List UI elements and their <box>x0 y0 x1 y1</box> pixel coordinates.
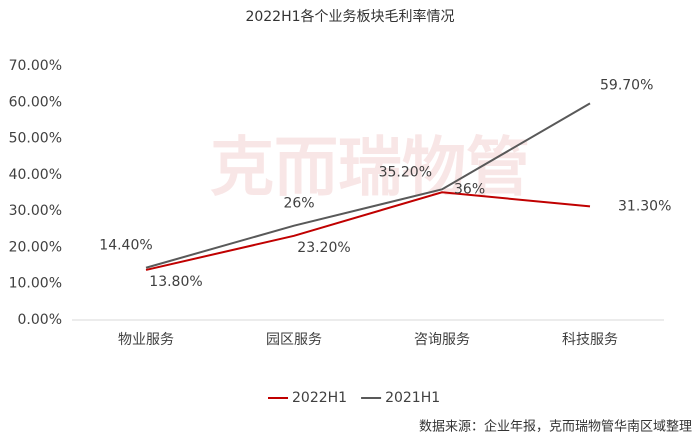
y-tick-label: 40.00% <box>9 167 62 183</box>
x-tick-label: 咨询服务 <box>414 332 470 348</box>
series-line <box>145 191 591 271</box>
x-tick-label: 园区服务 <box>266 332 322 348</box>
y-tick-label: 30.00% <box>9 203 62 219</box>
y-tick-label: 0.00% <box>18 312 62 328</box>
data-label: 23.20% <box>297 240 350 256</box>
y-tick-label: 10.00% <box>9 276 62 292</box>
chart-title: 2022H1各个业务板块毛利率情况 <box>245 8 454 25</box>
x-tick-label: 物业服务 <box>118 332 174 348</box>
data-label: 36% <box>454 181 485 197</box>
y-tick-label: 50.00% <box>9 131 62 147</box>
data-label: 14.40% <box>99 238 152 254</box>
data-label: 59.70% <box>600 77 653 93</box>
x-tick-label: 科技服务 <box>562 332 618 348</box>
legend-label: 2021H1 <box>385 390 440 406</box>
series-line <box>145 102 591 269</box>
data-label: 13.80% <box>149 274 202 290</box>
source-note: 数据来源：企业年报，克而瑞物管华南区域整理 <box>419 419 692 435</box>
data-label: 31.30% <box>618 198 671 214</box>
y-tick-label: 60.00% <box>9 94 62 110</box>
legend-label: 2022H1 <box>292 390 347 406</box>
y-tick-label: 20.00% <box>9 239 62 255</box>
data-label: 26% <box>283 196 314 212</box>
data-label: 35.20% <box>379 164 432 180</box>
y-tick-label: 70.00% <box>9 58 62 74</box>
